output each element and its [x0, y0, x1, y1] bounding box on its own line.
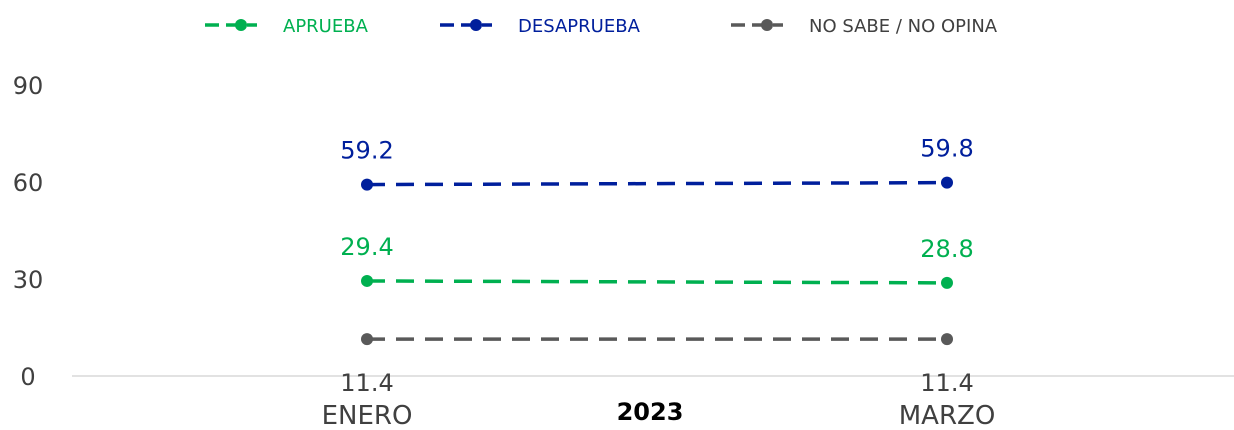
legend-label: DESAPRUEBA [518, 16, 641, 37]
group-label: 2023 [617, 398, 684, 426]
y-tick-label: 30 [13, 266, 44, 294]
x-axis: ENERO MARZO [322, 401, 996, 430]
legend-swatch-marker [761, 19, 773, 31]
series-line [366, 279, 948, 285]
y-tick-label: 0 [20, 363, 35, 391]
data-label: 11.4 [920, 369, 973, 397]
data-label: 59.2 [340, 137, 393, 165]
legend-swatch-marker [235, 19, 247, 31]
series-layer [361, 176, 953, 346]
data-label: 29.4 [340, 233, 393, 261]
series-line [366, 180, 948, 187]
data-point [361, 274, 373, 287]
data-label: 11.4 [340, 369, 393, 397]
legend: APRUEBA DESAPRUEBA NO SABE / NO OPINA [205, 16, 998, 37]
x-tick-label: MARZO [899, 401, 996, 430]
data-point [941, 276, 953, 289]
x-tick-label: ENERO [322, 401, 413, 430]
data-labels: 29.4 28.8 59.2 59.8 11.4 11.4 [340, 135, 973, 397]
legend-swatch-marker [470, 19, 482, 31]
legend-label: NO SABE / NO OPINA [809, 16, 998, 37]
y-tick-label: 60 [13, 169, 44, 197]
data-point [941, 176, 953, 189]
data-point [361, 178, 373, 191]
data-label: 28.8 [920, 235, 973, 263]
legend-item: DESAPRUEBA [440, 16, 641, 37]
data-point [941, 333, 953, 346]
legend-item: NO SABE / NO OPINA [731, 16, 998, 37]
legend-item: APRUEBA [205, 16, 369, 37]
legend-label: APRUEBA [283, 16, 369, 37]
data-label: 59.8 [920, 135, 973, 163]
y-axis: 0 30 60 90 [13, 72, 44, 391]
y-tick-label: 90 [13, 72, 44, 100]
data-point [361, 333, 373, 346]
